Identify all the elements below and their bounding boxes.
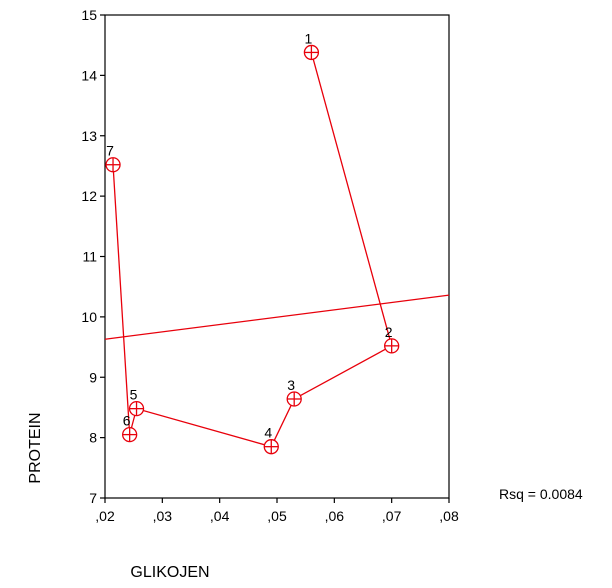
x-tick-label: ,04 <box>210 508 230 524</box>
y-tick-label: 8 <box>89 430 97 446</box>
rsq-annotation: Rsq = 0.0084 <box>499 486 583 502</box>
y-tick-label: 12 <box>81 188 97 204</box>
y-tick-label: 11 <box>82 249 97 265</box>
point-label: 5 <box>130 387 138 403</box>
point-label: 1 <box>305 30 313 46</box>
plot-frame <box>104 14 450 499</box>
y-tick-label: 13 <box>81 128 97 144</box>
y-axis: 7 8 9 10 11 12 13 14 15 <box>81 7 105 506</box>
data-point: 7 <box>105 143 121 173</box>
y-tick-label: 14 <box>81 67 97 83</box>
x-axis-label: GLIKOJEN <box>130 564 209 581</box>
data-point: 1 <box>303 30 320 61</box>
y-tick-label: 7 <box>89 490 97 506</box>
point-label: 3 <box>287 377 295 393</box>
y-tick-label: 15 <box>81 7 97 23</box>
point-label: 2 <box>385 324 393 340</box>
x-axis: ,02 ,03 ,04 ,05 ,06 ,07 ,08 <box>95 498 459 524</box>
x-tick-label: ,03 <box>153 508 173 524</box>
point-label: 7 <box>106 143 114 159</box>
point-label: 4 <box>264 425 272 441</box>
data-points: 1 2 3 4 5 6 7 <box>105 30 400 455</box>
data-point: 5 <box>128 387 145 417</box>
x-tick-label: ,06 <box>325 508 345 524</box>
data-point: 6 <box>122 413 138 443</box>
fit-line <box>104 294 450 340</box>
data-point: 4 <box>263 425 279 455</box>
x-tick-label: ,08 <box>439 508 459 524</box>
data-point: 2 <box>384 324 400 354</box>
y-tick-label: 9 <box>89 369 97 385</box>
x-tick-label: ,05 <box>267 508 287 524</box>
x-tick-label: ,02 <box>95 508 115 524</box>
x-tick-label: ,07 <box>382 508 402 524</box>
point-connector-line <box>112 52 393 448</box>
point-label: 6 <box>123 413 131 429</box>
y-axis-label: PROTEIN <box>27 412 44 483</box>
data-point: 3 <box>286 377 302 407</box>
y-tick-label: 10 <box>81 309 97 325</box>
